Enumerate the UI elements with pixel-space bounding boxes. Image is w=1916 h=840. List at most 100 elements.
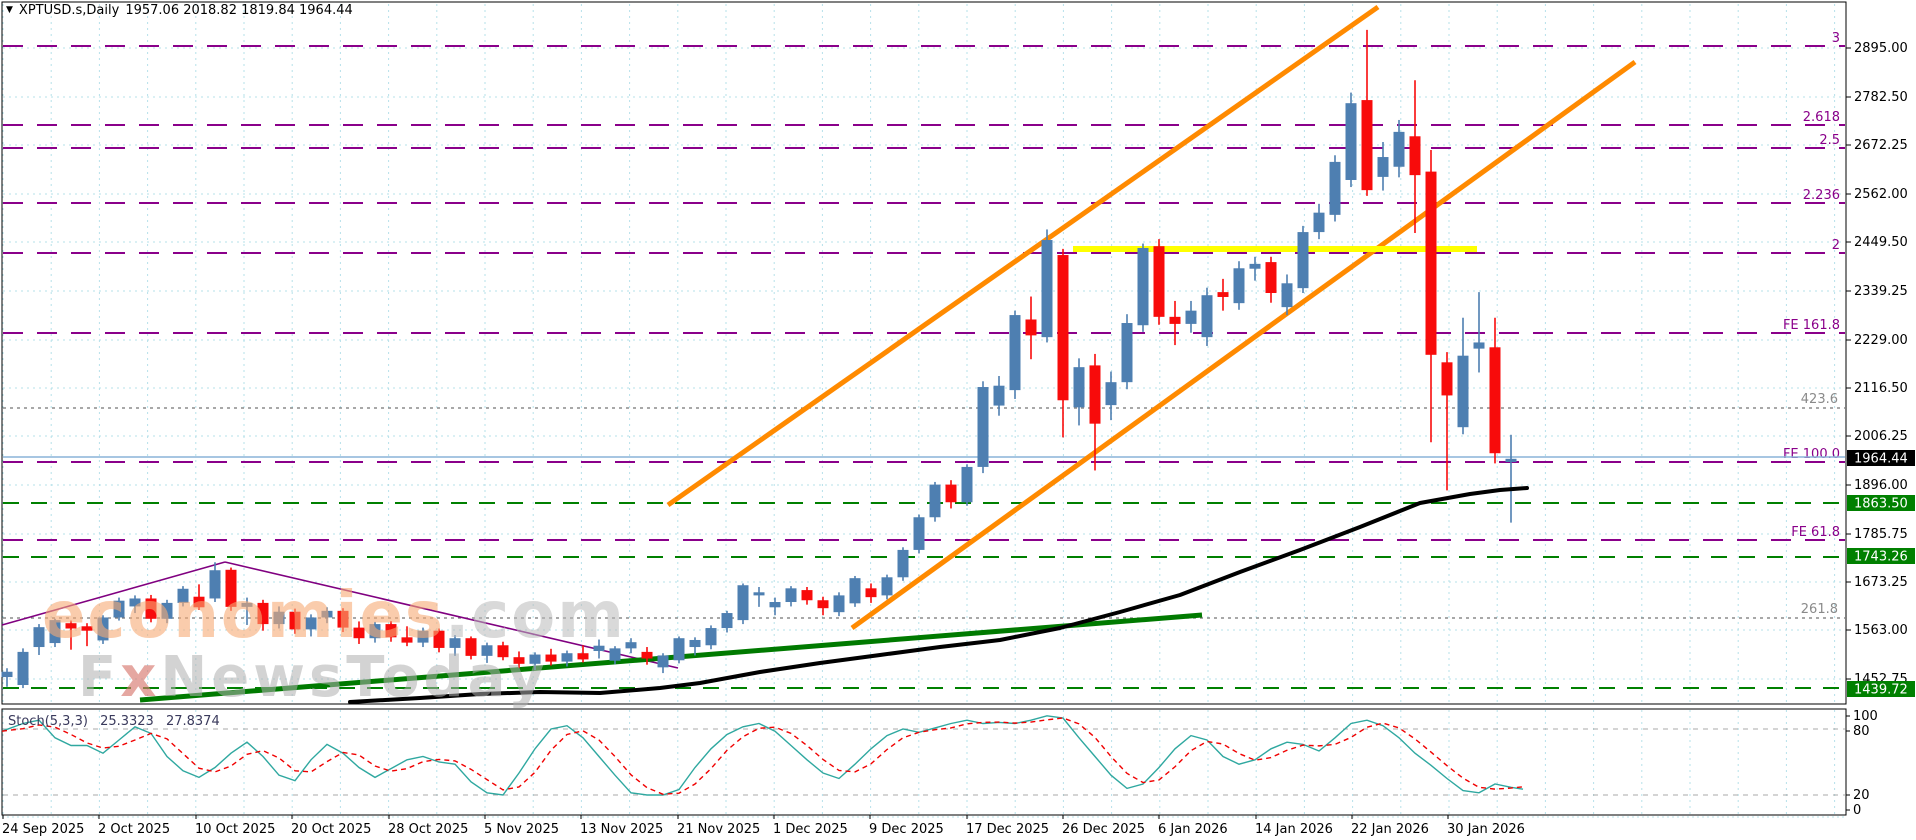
date-axis-label: 9 Dec 2025 [869, 822, 944, 837]
candle-body [97, 617, 109, 641]
stoch-axis-label: 0 [1853, 803, 1861, 818]
price-axis-label: 2562.00 [1854, 187, 1908, 202]
candle-body [209, 570, 221, 599]
symbol-timeframe-label: XPTUSD.s,Daily [18, 3, 120, 18]
candle-body [1121, 323, 1133, 383]
fib-extension-label: 2.5 [1819, 133, 1840, 148]
candle-body [1329, 161, 1341, 215]
candle-body [721, 613, 733, 629]
candle-body [1409, 136, 1421, 176]
candle-body [929, 484, 941, 518]
fib-extension-label: 3 [1832, 31, 1840, 46]
candle-body [1361, 100, 1373, 191]
candle-body [593, 645, 605, 652]
ohlc-values-label: 1957.06 2018.82 1819.84 1964.44 [125, 3, 353, 18]
candle-body [561, 653, 573, 662]
candle-body [1169, 316, 1181, 324]
candle-body [417, 630, 429, 643]
price-axis-label: 1563.00 [1854, 623, 1908, 638]
stoch-axis-label: 20 [1853, 788, 1870, 803]
candle-body [849, 578, 861, 604]
candle-body [65, 623, 77, 629]
candle-body [401, 637, 413, 643]
candle-body [193, 596, 205, 608]
date-axis-label: 21 Nov 2025 [677, 822, 760, 837]
candle-body [1473, 342, 1485, 349]
stoch-axis-label: 80 [1853, 724, 1870, 739]
orange-channel-line [850, 59, 1637, 631]
candle-body [1377, 157, 1389, 177]
candle-body [513, 657, 525, 664]
candle-body [113, 600, 125, 618]
collapse-triangle-icon[interactable]: ▼ [6, 5, 13, 15]
candle-body [769, 602, 781, 608]
candle-body [913, 517, 925, 550]
stoch-axis-label: 100 [1853, 709, 1878, 724]
date-axis-label: 10 Oct 2025 [195, 822, 275, 837]
candle-body [1393, 131, 1405, 167]
candle-body [1441, 362, 1453, 396]
price-badge-text: 1964.44 [1854, 452, 1908, 467]
stoch-name-label: Stoch(5,3,3) [8, 714, 88, 729]
candle-body [465, 638, 477, 656]
candle-body [1, 671, 13, 678]
date-axis-label: 28 Oct 2025 [388, 822, 468, 837]
candle-body [369, 624, 381, 639]
candle-body [1297, 232, 1309, 289]
candle-body [1089, 365, 1101, 424]
stoch-k-line [1, 715, 1524, 796]
candle-body [1313, 212, 1325, 233]
candle-body [177, 588, 189, 603]
stochastic-indicator-label: Stoch(5,3,3) 25.3323 27.8374 [8, 714, 228, 729]
candle-body [1489, 347, 1501, 454]
candle-body [129, 598, 141, 607]
candle-body [1041, 240, 1053, 338]
candle-body [1073, 367, 1085, 408]
candle-body [833, 595, 845, 613]
stoch-panel-border [1, 708, 1847, 816]
candle-body [337, 610, 349, 628]
green-trendline [139, 612, 1203, 703]
fib-extension-label: 2 [1832, 238, 1840, 253]
candle-body [577, 653, 589, 660]
candle-body [641, 651, 653, 659]
candle-body [353, 627, 365, 639]
candle-body [273, 611, 285, 625]
date-axis-label: 17 Dec 2025 [966, 822, 1049, 837]
fib-extension-label: FE 161.8 [1783, 318, 1840, 333]
candle-body [17, 651, 29, 686]
price-axis-label: 2449.50 [1854, 235, 1908, 250]
candle-body [1425, 171, 1437, 355]
fib-extension-label: 2.618 [1803, 110, 1840, 125]
candle-body [1217, 292, 1229, 297]
candle-body [865, 588, 877, 598]
date-axis-label: 24 Sep 2025 [2, 822, 84, 837]
price-axis-label: 2672.25 [1854, 138, 1908, 153]
date-axis-label: 1 Dec 2025 [773, 822, 848, 837]
stoch-d-value: 27.8374 [165, 714, 220, 729]
candle-body [1345, 103, 1357, 180]
candle-body [241, 602, 253, 607]
candle-body [785, 588, 797, 603]
candle-body [385, 624, 397, 638]
fib-extension-label: 2.236 [1803, 188, 1840, 203]
candle-body [49, 620, 61, 644]
candle-body [81, 626, 93, 631]
main-panel-border [1, 1, 1847, 705]
date-axis-label: 13 Nov 2025 [580, 822, 663, 837]
date-axis-label: 6 Jan 2026 [1158, 822, 1228, 837]
candle-body [801, 590, 813, 601]
candle-body [1281, 283, 1293, 308]
fib-gray-label: 261.8 [1801, 602, 1838, 617]
chart-title-bar: ▼ XPTUSD.s,Daily 1957.06 2018.82 1819.84… [6, 3, 353, 18]
fib-gray-label: 423.6 [1801, 392, 1838, 407]
date-axis-label: 14 Jan 2026 [1255, 822, 1333, 837]
candle-body [321, 610, 333, 618]
candle-body [1265, 262, 1277, 294]
date-axis-label: 5 Nov 2025 [484, 822, 559, 837]
price-axis-label: 2782.50 [1854, 90, 1908, 105]
candle-body [1137, 247, 1149, 326]
